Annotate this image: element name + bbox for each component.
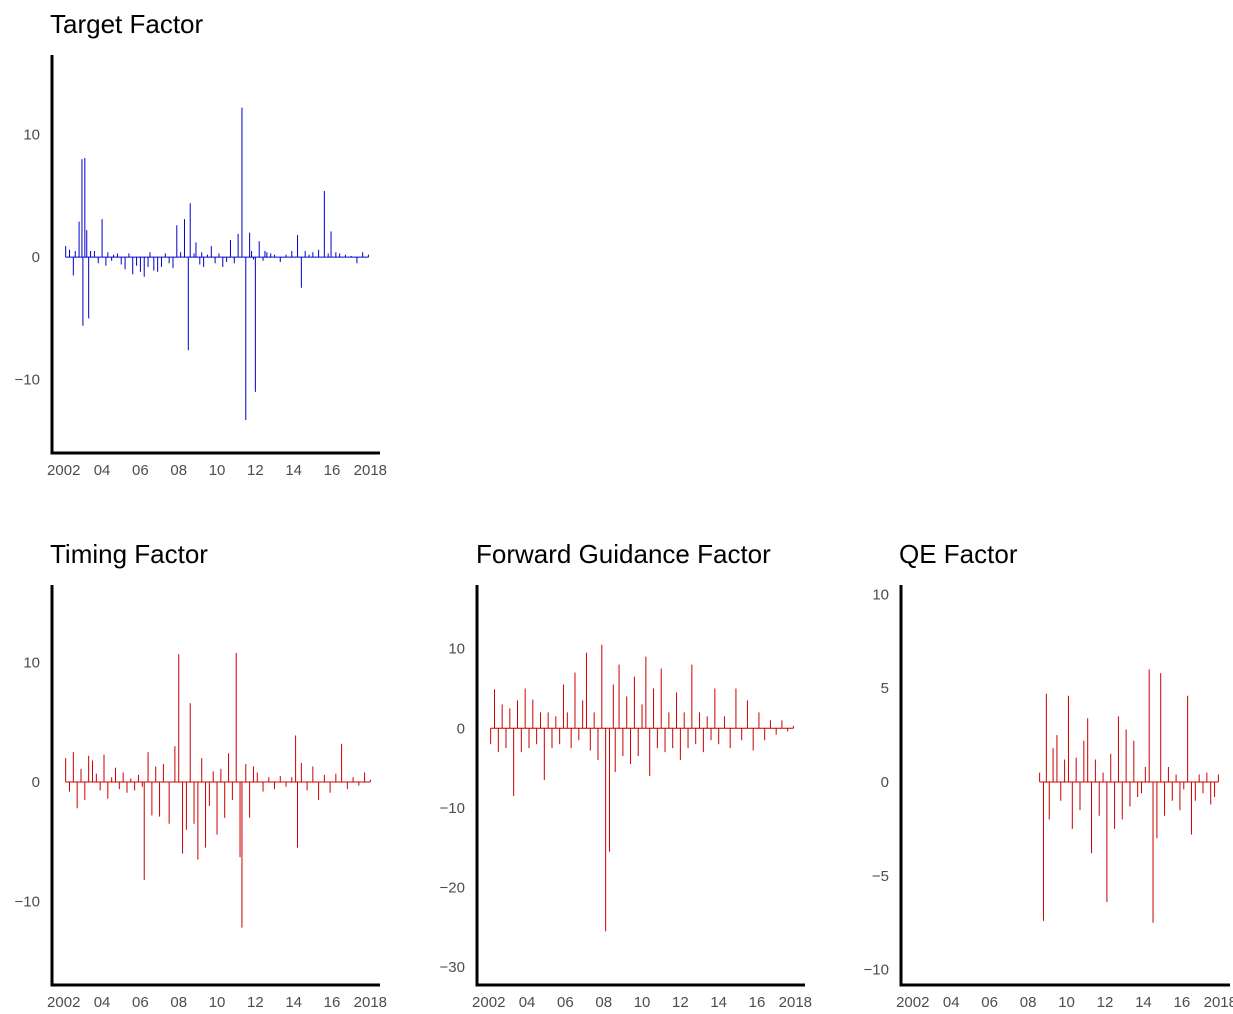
timing-factor-x-tick-label: 12	[247, 994, 264, 1011]
target-factor-x-tick-label: 14	[285, 462, 302, 479]
qe-factor-y-tick-label: 0	[881, 774, 889, 791]
timing-factor-x-tick-label: 08	[170, 994, 187, 1011]
timing-factor-x-tick-label: 10	[209, 994, 226, 1011]
qe-factor-y-tick-label: −10	[864, 962, 889, 979]
forward-guidance-factor-series	[490, 644, 794, 932]
forward-guidance-factor-x-tick-label: 08	[595, 994, 612, 1011]
forward-guidance-factor-x-tick-label: 06	[557, 994, 574, 1011]
target-factor-x-tick-label: 08	[170, 462, 187, 479]
timing-factor-x-tick-label: 2002	[47, 994, 80, 1011]
timing-factor-y-tick-label: 10	[23, 655, 40, 672]
forward-guidance-factor-x-tick-label: 10	[634, 994, 651, 1011]
qe-factor-x-tick-label: 04	[943, 994, 960, 1011]
forward-guidance-factor-x-tick-label: 2018	[779, 994, 812, 1011]
timing-factor-y-tick-label: 0	[32, 774, 40, 791]
target-factor-x-tick-label: 04	[94, 462, 111, 479]
qe-factor-panel: QE Factor −10 −5 0 5 10 2002 04 06 08 10 12 14 16 2018	[864, 539, 1233, 1011]
timing-factor-y-tick-label: −10	[15, 893, 40, 910]
forward-guidance-factor-title: Forward Guidance Factor	[476, 539, 771, 569]
target-factor-panel: Target Factor −10 0 10 2002 04 06 08 10 12 14 16 201…	[15, 9, 387, 479]
timing-factor-x-tick-label: 14	[285, 994, 302, 1011]
qe-factor-y-tick-label: 5	[881, 680, 889, 697]
target-factor-x-tick-label: 2018	[354, 462, 387, 479]
qe-factor-x-tick-label: 2018	[1204, 994, 1233, 1011]
target-factor-series	[65, 107, 369, 421]
qe-factor-series	[1039, 669, 1219, 923]
forward-guidance-factor-y-tick-label: −20	[440, 879, 465, 896]
timing-factor-title: Timing Factor	[50, 539, 208, 569]
forward-guidance-factor-y-tick-label: 0	[457, 720, 465, 737]
qe-factor-x-tick-label: 2002	[896, 994, 929, 1011]
target-factor-x-tick-label: 12	[247, 462, 264, 479]
qe-factor-x-tick-label: 10	[1058, 994, 1075, 1011]
qe-factor-y-tick-label: −5	[872, 868, 889, 885]
qe-factor-x-tick-label: 16	[1174, 994, 1191, 1011]
target-factor-y-tick-label: 0	[32, 249, 40, 266]
forward-guidance-factor-x-tick-label: 14	[710, 994, 727, 1011]
qe-factor-x-tick-label: 12	[1097, 994, 1114, 1011]
forward-guidance-factor-x-tick-label: 04	[519, 994, 536, 1011]
target-factor-x-tick-label: 16	[324, 462, 341, 479]
timing-factor-x-tick-label: 06	[132, 994, 149, 1011]
target-factor-x-tick-label: 10	[209, 462, 226, 479]
forward-guidance-factor-x-tick-label: 2002	[472, 994, 505, 1011]
timing-factor-panel: Timing Factor −10 0 10 2002 04 06 08 10 12 14 16 201…	[15, 539, 387, 1011]
forward-guidance-factor-x-tick-label: 16	[749, 994, 766, 1011]
timing-factor-x-tick-label: 04	[94, 994, 111, 1011]
forward-guidance-factor-x-tick-label: 12	[672, 994, 689, 1011]
target-factor-x-tick-label: 2002	[47, 462, 80, 479]
qe-factor-x-tick-label: 14	[1135, 994, 1152, 1011]
target-factor-title: Target Factor	[50, 9, 204, 39]
qe-factor-x-tick-label: 08	[1020, 994, 1037, 1011]
timing-factor-x-tick-label: 16	[324, 994, 341, 1011]
target-factor-x-tick-label: 06	[132, 462, 149, 479]
timing-factor-series	[65, 653, 371, 928]
forward-guidance-factor-y-tick-label: −10	[440, 800, 465, 817]
forward-guidance-factor-y-tick-label: −30	[440, 959, 465, 976]
target-factor-y-tick-label: 10	[23, 127, 40, 144]
qe-factor-y-tick-label: 10	[872, 586, 889, 603]
timing-factor-x-tick-label: 2018	[354, 994, 387, 1011]
qe-factor-x-tick-label: 06	[981, 994, 998, 1011]
forward-guidance-factor-y-tick-label: 10	[448, 641, 465, 658]
forward-guidance-factor-panel: Forward Guidance Factor −30 −20 −10 0 10 2002 0…	[440, 539, 812, 1011]
target-factor-y-tick-label: −10	[15, 372, 40, 389]
qe-factor-title: QE Factor	[899, 539, 1018, 569]
